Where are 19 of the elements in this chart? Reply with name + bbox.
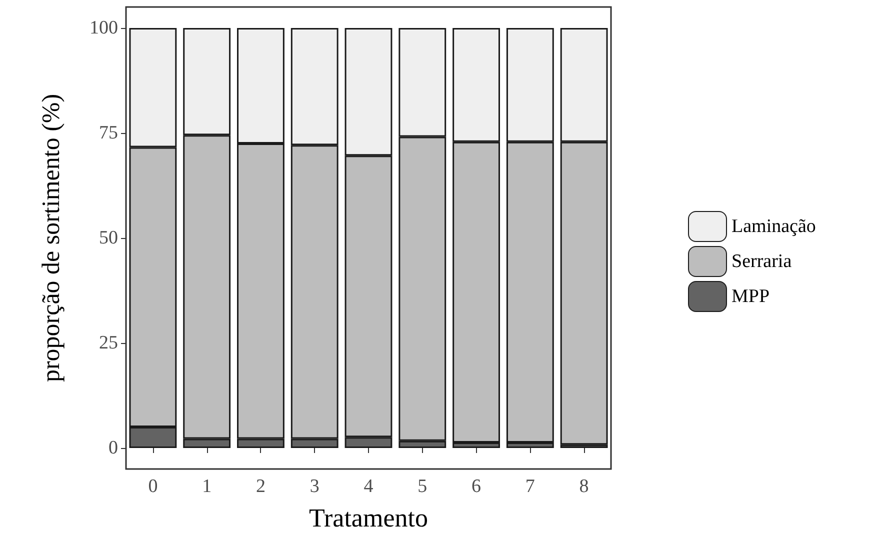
y-tick-label: 75 xyxy=(99,122,118,144)
y-tick-label: 50 xyxy=(99,228,118,248)
y-axis-title: proporção de sortimento (%) xyxy=(38,94,65,382)
y-tick-label: 25 xyxy=(99,332,118,354)
x-tick-label: 0 xyxy=(148,476,158,497)
x-tick-label: 2 xyxy=(256,476,266,497)
x-tick-label: 7 xyxy=(525,476,535,497)
x-tick-label: 5 xyxy=(418,476,428,497)
x-tick-label: 4 xyxy=(364,476,374,497)
x-tick-label: 1 xyxy=(202,476,212,497)
x-axis-title: Tratamento xyxy=(309,504,428,532)
y-tick-label: 0 xyxy=(108,438,118,458)
x-tick-label: 8 xyxy=(579,476,589,497)
legend-label: Laminação xyxy=(732,216,816,237)
x-tick-label: 3 xyxy=(310,476,320,497)
legend-label: Serraria xyxy=(732,251,792,272)
y-tick-label: 100 xyxy=(90,18,118,38)
legend-label: MPP xyxy=(732,286,770,307)
x-tick-label: 6 xyxy=(472,476,482,497)
